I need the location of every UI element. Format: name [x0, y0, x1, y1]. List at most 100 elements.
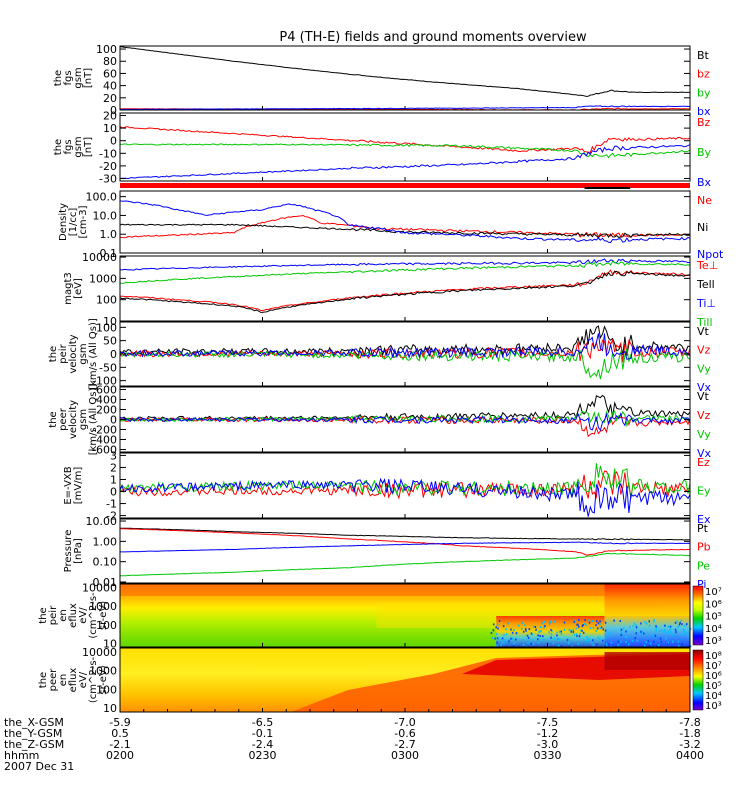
series-line-Ni [119, 223, 691, 239]
x-row-label: the_Z-GSM [4, 738, 64, 751]
y-tick-label: 1000 [89, 665, 117, 678]
y-tick-label: 100 [96, 619, 117, 632]
spectrogram-speck [648, 645, 651, 648]
colorbar-tick-label: 10⁷ [705, 661, 722, 672]
spectrogram-speck [648, 620, 651, 623]
spectrogram-speck [526, 634, 529, 637]
spectrogram-speck [531, 633, 534, 636]
x-tick-label: 0400 [676, 749, 704, 762]
spectrogram-speck [667, 641, 670, 644]
y-axis-label-line: [1/cc] [68, 208, 79, 237]
legend-Pt: Pt [697, 522, 709, 535]
y-tick-label: 1000 [89, 600, 117, 613]
y-tick-label: 0 [110, 414, 117, 427]
spectrogram-speck [671, 640, 674, 643]
spectrogram-speck [655, 645, 658, 648]
y-tick-label: 10.0 [93, 209, 118, 222]
x-ephemeris-value: -3.2 [679, 738, 700, 751]
spectrogram-speck [664, 624, 666, 627]
legend-Te⊥: Te⊥ [696, 259, 718, 272]
spectrogram-speck [680, 619, 682, 622]
spectrogram-speck [520, 627, 523, 630]
series-line-Pt [120, 527, 691, 541]
y-axis-label-line: fgs [63, 70, 74, 85]
spectrogram-speck [674, 621, 677, 624]
y-axis-label-line: gsm [78, 343, 89, 364]
spectrogram-speck [643, 632, 645, 635]
spectrogram-speck [557, 638, 560, 641]
spectrogram-speck [625, 640, 627, 643]
spectrogram-speck [501, 637, 504, 640]
spectrogram-speck [667, 625, 670, 628]
spectrogram-speck [492, 623, 495, 626]
panel-8: 10.00 1.00 0.10 0.01 Pressure [nPa] Pt Pb Pe Pi [63, 515, 711, 591]
series-line-Bt [119, 46, 691, 97]
spectrogram-speck [631, 639, 634, 642]
y-tick-label: 10 [103, 315, 117, 328]
spectrogram-speck [667, 630, 670, 633]
legend-Vz: Vz [697, 409, 711, 422]
spectrogram-speck [534, 625, 537, 628]
y-tick-label: 100 [96, 43, 117, 56]
y-tick-label: -400 [92, 434, 117, 447]
spectrogram-speck [632, 624, 634, 627]
series-line-Te⊥ [119, 269, 691, 312]
legend-Npot: Npot [697, 248, 724, 261]
spectrogram-speck [588, 621, 591, 624]
y-axis-label-line: E=-VXB [63, 466, 74, 504]
spectrogram-speck [582, 623, 584, 626]
y-axis-label: magt3 [eV] [63, 272, 84, 305]
legend-By: By [697, 146, 712, 159]
spectrogram-speck [660, 629, 663, 632]
legend-Vt: Vt [697, 390, 710, 403]
y-axis-label-line: [nT] [83, 68, 94, 88]
colorbar-tick-label: 10⁴ [705, 624, 722, 635]
spectrogram-speck [607, 633, 609, 636]
y-tick-label: -200 [92, 424, 117, 437]
legend-Ni: Ni [697, 221, 708, 234]
y-tick-label: 100 [96, 294, 117, 307]
y-axis-label-line: the [48, 411, 59, 427]
spectrogram-speck [599, 637, 601, 640]
y-tick-label: 0 [110, 135, 117, 148]
y-tick-label: 60 [103, 67, 117, 80]
spectrogram-speck [490, 632, 493, 635]
spectrogram-speck [502, 625, 505, 628]
spectrogram-speck [563, 621, 566, 624]
spectrogram-speck [496, 641, 498, 644]
series-line-By [120, 143, 691, 159]
spectrogram-speck [595, 620, 598, 623]
spectrogram-electron [119, 647, 691, 713]
spectrogram-speck [503, 642, 505, 645]
spectrogram-speck [544, 624, 546, 627]
spectrogram-speck [548, 631, 550, 634]
spectrogram-speck [655, 625, 657, 628]
spectrogram-speck [553, 620, 556, 623]
spectrogram-speck [676, 620, 678, 623]
spectrogram-speck [636, 639, 639, 642]
spectrogram-speck [610, 631, 612, 634]
spectrogram-speck [577, 623, 579, 626]
spectrogram-speck [681, 643, 683, 646]
legend-Ex: Ex [697, 513, 711, 526]
y-axis-label: E=-VXB [mV/m] [63, 466, 84, 504]
x-tick-label: 0330 [534, 749, 562, 762]
y-tick-label: 10.00 [86, 515, 118, 528]
y-axis-label-line: the [53, 139, 64, 155]
y-axis-label-line: eflux [68, 668, 79, 693]
spectrogram-speck [628, 643, 630, 646]
x-ephemeris-value: -3.0 [537, 738, 558, 751]
spectrogram-speck [649, 642, 652, 645]
colorbar-tick-label: 10⁷ [705, 587, 722, 598]
x-ephemeris-value: -1.2 [537, 727, 558, 740]
spectrogram-speck [602, 628, 605, 631]
spectrogram-speck [549, 620, 552, 623]
spectrogram-speck [634, 637, 637, 640]
spectrogram-speck [607, 643, 609, 646]
spectrogram-speck [542, 639, 544, 642]
y-tick-label: 600 [96, 384, 117, 397]
spectrogram-speck [548, 622, 551, 625]
spectrogram-speck [570, 630, 573, 633]
y-axis-label-line: [eV] [73, 278, 84, 299]
